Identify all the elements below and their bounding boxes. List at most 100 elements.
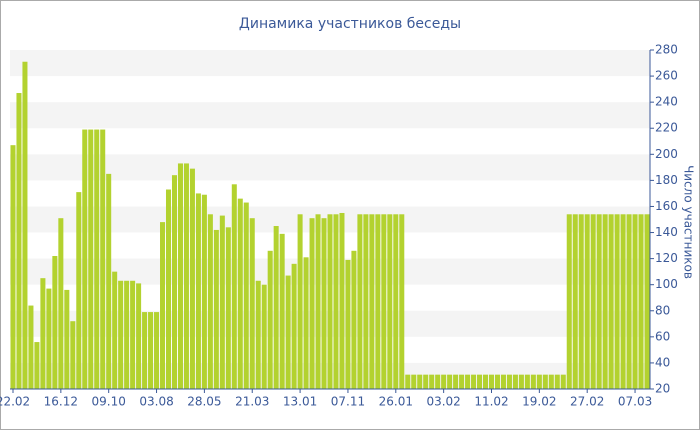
bar xyxy=(614,214,620,389)
bar xyxy=(40,278,46,389)
bar xyxy=(315,214,321,389)
bar xyxy=(554,374,560,389)
bar xyxy=(423,374,429,389)
bar xyxy=(626,214,632,389)
bar xyxy=(213,229,219,389)
bar xyxy=(243,202,249,389)
x-tick-label: 07.03 xyxy=(618,395,652,409)
bar xyxy=(524,374,530,389)
bar xyxy=(465,374,471,389)
bar xyxy=(303,257,309,389)
y-tick-label: 40 xyxy=(655,355,670,369)
bar xyxy=(22,61,28,389)
bar xyxy=(28,305,34,389)
x-tick-label: 27.02 xyxy=(570,395,604,409)
y-tick-label: 280 xyxy=(655,43,678,57)
bar xyxy=(261,284,267,389)
x-tick-label: 03.02 xyxy=(426,395,460,409)
bar xyxy=(64,289,70,389)
x-tick-label: 28.05 xyxy=(187,395,221,409)
bar xyxy=(560,374,566,389)
bar xyxy=(201,194,207,389)
bar xyxy=(171,175,177,389)
y-tick-label: 180 xyxy=(655,173,678,187)
grid-band xyxy=(10,50,650,77)
bar xyxy=(459,374,465,389)
y-tick-label: 160 xyxy=(655,199,678,213)
bar xyxy=(183,163,189,389)
bar xyxy=(76,192,82,389)
bar xyxy=(112,271,118,389)
bar xyxy=(231,184,237,389)
bar xyxy=(333,214,339,389)
bar xyxy=(279,233,285,389)
x-tick-label: 19.02 xyxy=(522,395,556,409)
y-tick-label: 140 xyxy=(655,225,678,239)
bar xyxy=(471,374,477,389)
y-axis-label: Число участников xyxy=(682,165,696,279)
bar xyxy=(429,374,435,389)
bar xyxy=(512,374,518,389)
bar xyxy=(106,173,112,389)
bar xyxy=(88,129,94,390)
bar xyxy=(369,214,375,389)
x-tick-label: 09.10 xyxy=(92,395,126,409)
bar xyxy=(154,312,160,389)
bar xyxy=(82,129,88,390)
bar xyxy=(405,374,411,389)
bar xyxy=(273,226,279,389)
bar xyxy=(483,374,489,389)
bar xyxy=(417,374,423,389)
bar xyxy=(453,374,459,389)
bar xyxy=(381,214,387,389)
bar xyxy=(148,312,154,389)
bar xyxy=(249,218,255,389)
y-tick-label: 260 xyxy=(655,69,678,83)
x-tick-label: 26.01 xyxy=(379,395,413,409)
bar xyxy=(441,374,447,389)
bar xyxy=(94,129,100,390)
y-tick-label: 120 xyxy=(655,251,678,265)
bar xyxy=(339,212,345,389)
x-tick-label: 11.02 xyxy=(474,395,508,409)
bar xyxy=(118,280,124,389)
bar xyxy=(291,263,297,389)
bar xyxy=(638,214,644,389)
bar xyxy=(267,250,273,389)
bar xyxy=(566,214,572,389)
bar xyxy=(10,145,16,389)
bar xyxy=(136,283,142,389)
bar xyxy=(46,288,52,389)
bar xyxy=(644,214,650,389)
bar xyxy=(237,198,243,389)
bar xyxy=(620,214,626,389)
bar xyxy=(602,214,608,389)
bar xyxy=(321,218,327,389)
bar xyxy=(518,374,524,389)
bar xyxy=(225,227,231,389)
bar xyxy=(285,275,291,389)
bar xyxy=(578,214,584,389)
y-tick-label: 200 xyxy=(655,147,678,161)
grid-band xyxy=(10,102,650,129)
bar xyxy=(219,215,225,389)
bar xyxy=(58,218,64,389)
bar xyxy=(351,250,357,389)
x-tick-label: 21.03 xyxy=(235,395,269,409)
y-tick-label: 20 xyxy=(655,382,670,396)
bar xyxy=(124,280,130,389)
bar xyxy=(52,256,58,389)
bar xyxy=(608,214,614,389)
bar xyxy=(548,374,554,389)
x-tick-label: 13.01 xyxy=(283,395,317,409)
bar xyxy=(309,218,315,389)
bar xyxy=(387,214,393,389)
bar xyxy=(357,214,363,389)
bar xyxy=(494,374,500,389)
bar xyxy=(530,374,536,389)
bar xyxy=(70,321,76,389)
bar xyxy=(488,374,495,389)
bar xyxy=(399,214,405,389)
bar xyxy=(411,374,417,389)
